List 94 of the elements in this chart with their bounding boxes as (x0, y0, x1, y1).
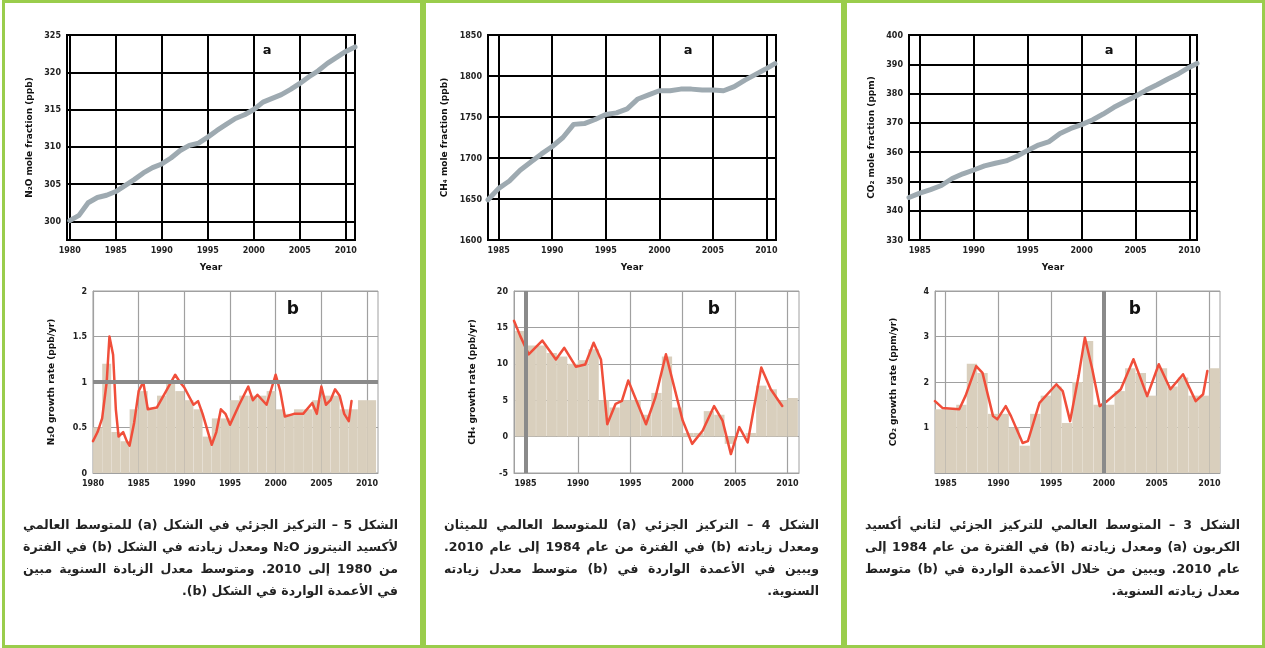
x-axis-title: Year (198, 261, 223, 272)
x-tick-label: 1985 (908, 245, 932, 255)
y-tick-label: 1850 (459, 30, 483, 40)
y-tick-label: 400 (886, 30, 904, 40)
y-tick-label: 15 (496, 322, 509, 332)
y-tick-label: 320 (44, 67, 62, 77)
line-series (933, 336, 1209, 445)
text: الشكل 4 – التركيز الجزئي (a) للمتوسط العالمي للميثان ومعدل زيادته (b) في الفترة من عام 1984 إلى عام 2010. ويبين في الأعمدة الواردة في (b) متوسط معدل زيادته السنوية. (443, 516, 820, 600)
x-tick-label: 1985 (487, 245, 511, 255)
y-tick-label: 1700 (459, 153, 483, 163)
y-tick-label: 1 (923, 423, 930, 432)
x-tick-label: 2000 (1070, 245, 1094, 255)
y-tick-label: 1 (81, 377, 88, 387)
x-tick-label: 1985 (127, 478, 151, 488)
x-tick-label: 2005 (310, 478, 333, 488)
y-axis-title: CO₂ mole fraction (ppm) (865, 76, 876, 199)
x-tick-label: 2005 (701, 245, 725, 255)
x-tick-label: 2000 (242, 245, 266, 255)
x-axis-title: Year (619, 261, 644, 272)
y-tick-label: -5 (499, 468, 509, 478)
y-tick-label: 350 (886, 176, 904, 186)
y-tick-label: 325 (44, 30, 62, 40)
x-tick-label: 2000 (264, 478, 288, 488)
x-tick-label: 1990 (541, 245, 564, 255)
y-tick-label: 0.5 (72, 423, 88, 432)
x-tick-label: 2005 (288, 245, 312, 255)
y-axis-title: CO₂ growth rate (ppm/yr) (887, 317, 898, 447)
y-tick-label: 300 (44, 216, 62, 226)
y-axis-title: CH₄ mole fraction (ppb) (439, 77, 450, 198)
annotation: a (1104, 42, 1114, 57)
x-tick-label: 2010 (1178, 245, 1202, 255)
y-axis-title: N₂O growth rate (ppb/yr) (45, 318, 56, 446)
y-tick-label: 3 (923, 332, 929, 341)
y-tick-label: 310 (44, 142, 62, 152)
y-axis-title: N₂O mole fraction (ppb) (23, 77, 34, 198)
y-tick-label: 305 (44, 179, 62, 189)
y-tick-label: 315 (44, 105, 62, 115)
y-tick-label: 0 (81, 468, 88, 478)
x-tick-label: 1985 (104, 245, 128, 255)
y-tick-label: 2 (81, 286, 87, 296)
y-tick-label: 340 (886, 206, 904, 216)
x-tick-label: 1995 (594, 245, 618, 255)
y-tick-label: 10 (496, 359, 509, 369)
x-tick-label: 1995 (1016, 245, 1040, 255)
annotation: a (262, 42, 272, 57)
x-tick-label: 2000 (671, 478, 695, 488)
y-tick-label: 1750 (459, 112, 483, 122)
x-tick-label: 1990 (173, 478, 196, 488)
x-tick-label: 2005 (1124, 245, 1148, 255)
annotation: b (1128, 297, 1141, 318)
x-tick-label: 1995 (619, 478, 642, 488)
annotation: b (286, 297, 299, 318)
y-tick-label: 4 (923, 286, 930, 296)
x-tick-label: 1980 (81, 478, 105, 488)
x-tick-label: 2010 (334, 245, 358, 255)
y-tick-label: 5 (502, 395, 509, 405)
y-tick-label: 370 (886, 118, 904, 128)
y-tick-label: 380 (886, 89, 904, 99)
x-axis-title: Year (1040, 261, 1065, 272)
y-tick-label: 2 (923, 377, 929, 387)
x-tick-label: 1990 (962, 245, 986, 255)
y-tick-label: 360 (886, 147, 904, 157)
x-tick-label: 1980 (58, 245, 82, 255)
annotation: a (683, 42, 693, 57)
y-tick-label: 390 (886, 59, 904, 69)
text: الشكل 5 – التركيز الجزئي في الشكل (a) للمتوسط العالمي لأكسيد النيتروز N₂O ومعدل زيادته في الشكل (b) في الفترة من 1980 إلى 2010. ومتوسط معدل الزيادة السنوية مبين في الأعمدة الواردة في الشكل (b). (22, 516, 399, 600)
y-tick-label: 1800 (459, 71, 483, 81)
x-tick-label: 1990 (150, 245, 174, 255)
x-tick-label: 2010 (755, 245, 778, 255)
x-tick-label: 1995 (1039, 478, 1063, 488)
line-series (91, 335, 353, 447)
line-series (512, 319, 784, 456)
y-axis-title: CH₄ growth rate (ppb/yr) (466, 319, 477, 445)
x-tick-label: 1985 (514, 478, 538, 488)
x-tick-label: 2005 (1145, 478, 1169, 488)
annotation: b (707, 297, 720, 318)
text: الشكل 3 – المتوسط العالمي للتركيز الجزئي لثاني أكسيد الكربون (a) ومعدل زيادته (b) في الفترة من عام 1984 إلى عام 2010. ويبين من خلال الأعمدة الواردة في (b) متوسط معدل زيادته السنوية. (864, 515, 1241, 600)
y-tick-label: 0 (502, 432, 509, 442)
x-tick-label: 1985 (934, 478, 958, 488)
x-tick-label: 1990 (987, 478, 1010, 488)
x-tick-label: 2005 (723, 478, 747, 488)
y-tick-label: 1600 (459, 235, 483, 245)
x-tick-label: 2010 (776, 478, 800, 488)
y-tick-label: 330 (886, 235, 904, 245)
x-tick-label: 2000 (1092, 478, 1116, 488)
x-tick-label: 1990 (566, 478, 590, 488)
x-tick-label: 1995 (218, 478, 242, 488)
x-tick-label: 2010 (355, 478, 379, 488)
x-tick-label: 2010 (1198, 478, 1222, 488)
y-tick-label: 1650 (459, 194, 483, 204)
x-tick-label: 2000 (648, 245, 671, 255)
x-tick-label: 1995 (196, 245, 220, 255)
y-tick-label: 20 (496, 286, 509, 296)
y-tick-label: 1.5 (72, 332, 88, 341)
